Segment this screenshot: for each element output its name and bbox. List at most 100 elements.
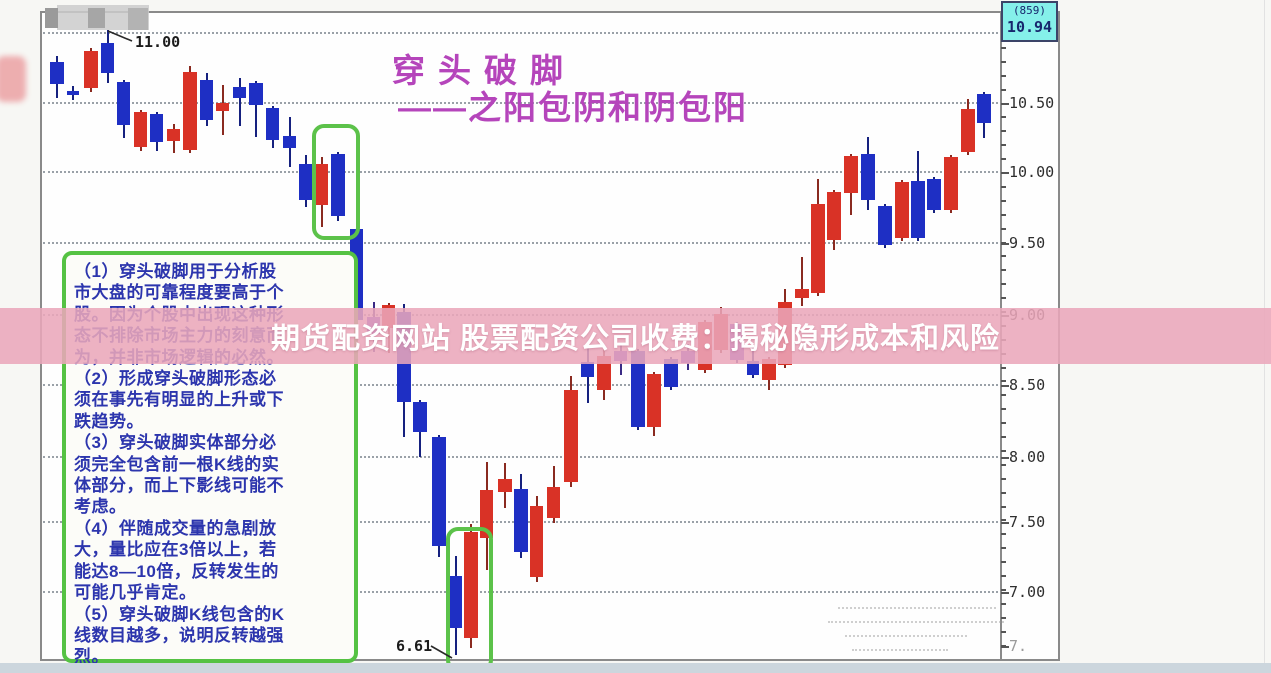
candle-body [631, 351, 645, 427]
candle-body [150, 114, 163, 142]
chart-title: 穿头破脚 [392, 52, 576, 89]
axis-minor-tick [1001, 269, 1006, 271]
pattern-highlight-box [312, 124, 360, 240]
axis-minor-tick [1001, 367, 1006, 369]
candle-body [432, 437, 446, 546]
candle-body [216, 103, 229, 111]
axis-major-tick [1001, 522, 1009, 524]
candle-body [167, 129, 180, 141]
axis-major-tick [1001, 592, 1009, 594]
axis-minor-tick [1001, 575, 1006, 577]
axis-minor-tick [1001, 214, 1006, 216]
candle-body [514, 489, 528, 552]
axis-minor-tick [1001, 561, 1006, 563]
axis-price-label: 7. [1009, 637, 1028, 655]
axis-price-label: 8.00 [1009, 448, 1046, 466]
ad-banner-text: 期货配资网站 股票配资公司收费：揭秘隐形成本和风险 [270, 323, 1001, 355]
candle-body [647, 374, 661, 427]
bar-count-label: (859) [1012, 4, 1047, 17]
toolbar-remnant-block [128, 8, 148, 30]
axis-major-tick [1001, 243, 1009, 245]
axis-minor-tick [1001, 297, 1006, 299]
axis-minor-tick [1001, 450, 1006, 452]
candle-body [50, 62, 64, 84]
candle-body [249, 83, 263, 105]
axis-minor-tick [1001, 422, 1006, 424]
candle-body [861, 154, 875, 200]
candle-body [413, 402, 427, 432]
axis-minor-tick [1001, 519, 1006, 521]
candle-body [827, 192, 841, 240]
axis-minor-tick [1001, 75, 1006, 77]
axis-minor-tick [1001, 617, 1006, 619]
candle-body [530, 506, 543, 577]
candle-body [911, 181, 925, 238]
candle-body [200, 80, 213, 120]
axis-minor-tick [1001, 116, 1006, 118]
candle-body [927, 179, 941, 210]
watermark-dots [828, 621, 1004, 623]
candle-body [581, 362, 594, 377]
candle-body [84, 51, 98, 88]
axis-minor-tick [1001, 478, 1006, 480]
candle-body [117, 82, 130, 125]
axis-minor-tick [1001, 506, 1006, 508]
axis-minor-tick [1001, 186, 1006, 188]
price-gridline [43, 384, 998, 386]
price-gridline [43, 456, 998, 458]
axis-minor-tick [1001, 408, 1006, 410]
axis-price-label: 10.50 [1009, 94, 1055, 112]
axis-minor-tick [1001, 464, 1006, 466]
candle-body [101, 43, 114, 73]
candle-body [878, 206, 892, 245]
candle-body [844, 156, 858, 193]
axis-minor-tick [1001, 89, 1006, 91]
axis-minor-tick [1001, 533, 1006, 535]
ad-banner-overlay: 期货配资网站 股票配资公司收费：揭秘隐形成本和风险 [0, 308, 1271, 364]
axis-minor-tick [1001, 200, 1006, 202]
watermark-dots [845, 635, 967, 637]
axis-minor-tick [1001, 589, 1006, 591]
axis-minor-tick [1001, 547, 1006, 549]
candle-body [664, 359, 678, 387]
price-gridline [43, 591, 998, 593]
candle-body [266, 108, 279, 140]
candle-body [134, 112, 147, 147]
axis-minor-tick [1001, 603, 1006, 605]
axis-minor-tick [1001, 144, 1006, 146]
candle-body [331, 154, 345, 216]
price-gridline [43, 32, 998, 34]
price-gridline [43, 171, 998, 173]
axis-major-tick [1001, 457, 1009, 459]
axis-price-label: 7.50 [1009, 513, 1046, 531]
bottom-strip [0, 663, 1271, 673]
candle-body [795, 289, 809, 298]
candle-body [464, 532, 478, 638]
candle-body [183, 72, 197, 150]
candle-body [747, 361, 759, 375]
toolbar-remnant-block [88, 8, 105, 28]
axis-major-tick [1001, 385, 1009, 387]
candle-body [762, 359, 776, 380]
candle-body [315, 164, 328, 205]
candle-body [233, 87, 246, 98]
watermark-dots [852, 649, 948, 651]
axis-minor-tick [1001, 228, 1006, 230]
axis-minor-tick [1001, 255, 1006, 257]
price-gridline [43, 242, 998, 244]
candle-body [67, 91, 79, 95]
candle-body [480, 490, 493, 538]
low-price-callout: 6.61 [396, 637, 433, 655]
axis-minor-tick [1001, 380, 1006, 382]
left-edge-artifact [0, 56, 26, 102]
candle-body [895, 182, 909, 238]
axis-minor-tick [1001, 492, 1006, 494]
axis-minor-tick [1001, 436, 1006, 438]
axis-major-tick [1001, 103, 1009, 105]
candle-body [564, 390, 578, 482]
candle-body [961, 109, 975, 152]
axis-minor-tick [1001, 283, 1006, 285]
candle-body [283, 136, 296, 148]
candle-wick [238, 78, 241, 126]
axis-minor-tick [1001, 130, 1006, 132]
